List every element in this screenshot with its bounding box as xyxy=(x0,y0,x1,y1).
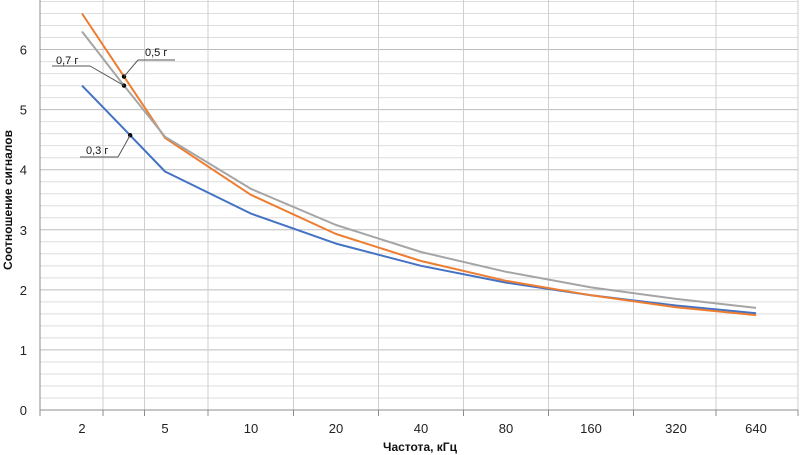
y-axis-title: Соотношение сигналов xyxy=(1,130,15,270)
x-tick-label: 20 xyxy=(329,421,343,436)
series-lines xyxy=(81,12,757,317)
axes xyxy=(39,0,799,416)
annotation-leader xyxy=(89,65,125,87)
series-line xyxy=(81,12,757,317)
annotations: 0,7 г 0,5 г 0,3 г xyxy=(52,47,175,158)
x-tick-label: 640 xyxy=(745,421,767,436)
y-tick-label: 1 xyxy=(20,343,27,358)
y-tick-label: 0 xyxy=(20,403,27,418)
series-line xyxy=(81,84,757,315)
x-tick-label: 10 xyxy=(244,421,258,436)
x-tick-label: 40 xyxy=(414,421,428,436)
annotation-label: 0,3 г xyxy=(86,145,108,157)
annotation-label: 0,7 г xyxy=(56,55,78,67)
x-tick-label: 5 xyxy=(161,421,168,436)
annotation-point xyxy=(121,83,127,88)
annotation-label: 0,5 г xyxy=(145,47,167,59)
y-tick-label: 6 xyxy=(20,43,27,58)
y-tick-label: 4 xyxy=(20,163,27,178)
y-tick-label: 2 xyxy=(20,283,27,298)
x-axis-title: Частота, кГц xyxy=(383,440,458,454)
x-tick-label: 320 xyxy=(665,421,687,436)
x-tick-label: 160 xyxy=(580,421,602,436)
x-tick-label: 2 xyxy=(78,421,85,436)
x-tick-label: 80 xyxy=(499,421,513,436)
grid xyxy=(39,0,799,411)
series-line xyxy=(81,30,757,309)
y-tick-label: 3 xyxy=(20,223,27,238)
tick-labels: 0 1 2 3 4 5 6 2 5 10 20 40 80 160 320 640 xyxy=(20,43,767,436)
annotation-leader xyxy=(123,59,139,77)
annotation-leader xyxy=(117,135,131,158)
y-tick-label: 5 xyxy=(20,103,27,118)
